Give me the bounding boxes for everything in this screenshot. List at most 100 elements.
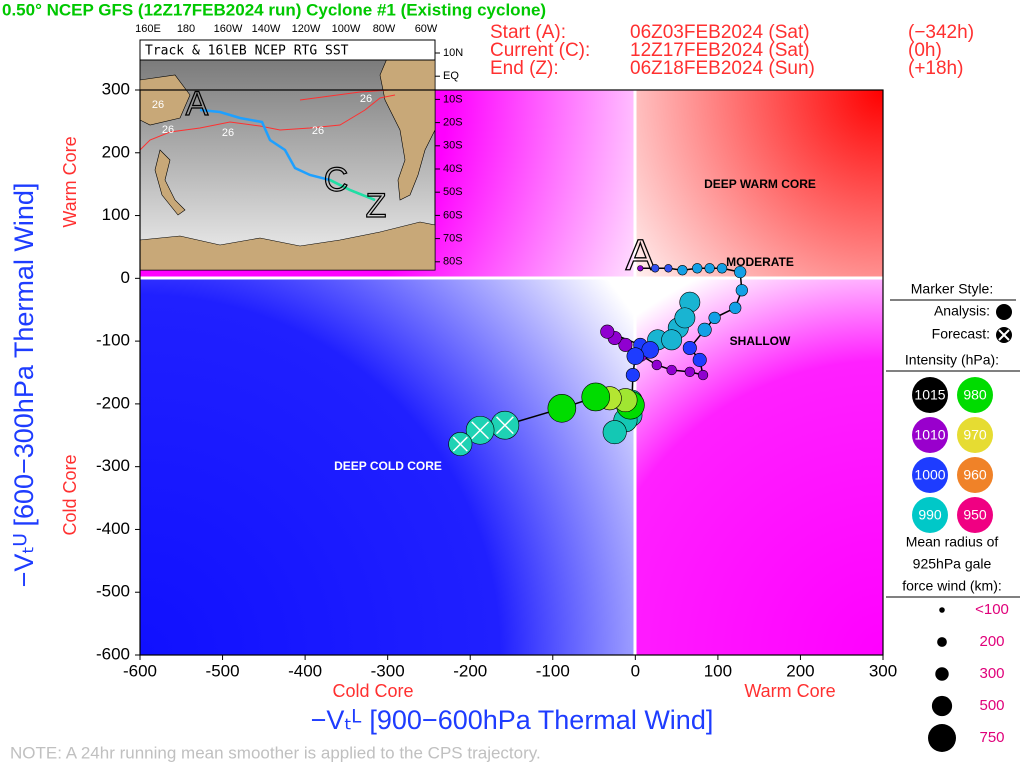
trajectory-point [704, 263, 715, 274]
trajectory-point [735, 284, 748, 297]
region-annotation: DEEP COLD CORE [334, 459, 442, 473]
legend-heading: force wind (km): [902, 578, 1002, 594]
trajectory-point [697, 322, 712, 337]
trajectory-point [600, 324, 615, 339]
trajectory-point [674, 307, 696, 329]
x-tick-label: -600 [123, 661, 157, 680]
size-label: 300 [979, 665, 1004, 682]
trajectory-point [666, 364, 677, 376]
intensity-swatch [957, 457, 993, 493]
plot-area: -600 -500 -400 -300 -200 -100 0 100 200 300 -600 -5… [96, 79, 897, 680]
start-marker: A [626, 231, 656, 280]
x-region-label: Warm Core [744, 681, 835, 701]
intensity-label: 990 [918, 507, 942, 523]
x-tick-label: -500 [206, 661, 240, 680]
intensity-label: 960 [963, 467, 987, 483]
legend-heading: Intensity (hPa): [905, 352, 999, 368]
inset-lat-label: 70S [443, 233, 463, 245]
y-tick-label: 300 [102, 79, 130, 98]
trajectory-point [637, 265, 644, 272]
forecast-cross [471, 421, 490, 440]
intensity-label: 1015 [914, 387, 945, 403]
trajectory-point [684, 366, 695, 378]
intensity-label: 1010 [914, 427, 945, 443]
inset-lon-label: 80W [373, 23, 396, 35]
intensity-swatch [957, 417, 993, 453]
intensity-swatch [912, 497, 948, 533]
x-tick-label: 0 [631, 661, 640, 680]
inset-lon-label: 120W [292, 23, 321, 35]
trajectory-point [650, 264, 660, 273]
inset-lat-label: 50S [443, 186, 463, 198]
x-region-label: Cold Core [332, 681, 413, 701]
chart-title: 0.50° NCEP GFS (12Z17FEB2024 run) Cyclon… [2, 0, 546, 19]
inset-lat-label: 80S [443, 256, 463, 268]
legend-label: Analysis: [934, 303, 990, 319]
trajectory-point [602, 420, 627, 445]
trajectory-point [581, 382, 611, 412]
trajectory-point [692, 352, 707, 367]
size-label: 200 [979, 633, 1004, 650]
inset-lon-label: 180 [177, 23, 195, 35]
trajectory-point [716, 263, 728, 274]
size-swatch [928, 724, 956, 752]
inset-labels: 160E 180 160W 140W 120W 100W 80W 60W 10N EQ 10S 20S… [135, 23, 463, 268]
x-tick-label: 200 [786, 661, 814, 680]
y-axis-title: −Vₜᵁ [600−300hPa Thermal Wind] [9, 183, 39, 588]
x-tick-label: -300 [371, 661, 405, 680]
inset-sst-label: 26 [152, 99, 164, 111]
inset-track-label: C [324, 161, 349, 199]
intensity-label: 980 [963, 387, 987, 403]
y-region-label: Warm Core [60, 136, 80, 227]
x-tick-label: -200 [453, 661, 487, 680]
legend-heading: Marker Style: [911, 281, 993, 297]
inset-sst-label: 26 [360, 93, 372, 105]
inset-map [139, 39, 436, 271]
y-tick-label: -200 [96, 393, 130, 412]
y-tick-label: -300 [96, 456, 130, 475]
trajectory-point [547, 393, 577, 423]
x-tick-label: 300 [869, 661, 897, 680]
inset-lon-label: 140W [252, 23, 281, 35]
inset-lat-label: 10N [443, 47, 463, 59]
trajectory-point [677, 265, 688, 276]
y-tick-label: -600 [96, 644, 130, 663]
inset-lon-label: 60W [415, 23, 438, 35]
plot-frame [139, 89, 884, 656]
run-info-text: 12Z17FEB2024 (Sat) [630, 40, 810, 61]
inset-sst-label: 26 [162, 124, 174, 136]
x-tick-label: -100 [536, 661, 570, 680]
size-label: <100 [975, 601, 1009, 618]
trajectory-point [664, 264, 673, 273]
size-swatch [931, 695, 953, 717]
intensity-swatch [912, 377, 948, 413]
size-swatch [937, 637, 947, 647]
trajectory-point [661, 329, 683, 351]
y-tick-label: -500 [96, 582, 130, 601]
inset-track-label: Z [366, 187, 387, 225]
legend-label: Forecast: [932, 326, 990, 342]
y-tick-label: -400 [96, 519, 130, 538]
intensity-swatch [957, 377, 993, 413]
legend: Marker Style: Analysis: Forecast: Intens… [886, 281, 1020, 752]
intensity-swatch [957, 497, 993, 533]
trajectory-point [692, 263, 703, 274]
y-tick-label: -100 [96, 331, 130, 350]
inset-lat-label: 10S [443, 93, 463, 105]
intensity-label: 1000 [914, 467, 945, 483]
inset-lat-label: 20S [443, 117, 463, 129]
run-info-text: (−342h) [908, 22, 974, 43]
trajectory-point [651, 359, 662, 371]
inset-lat-label: EQ [443, 70, 459, 82]
trajectory-point [697, 369, 709, 381]
inset-lat-label: 60S [443, 209, 463, 221]
forecast-cross [452, 436, 468, 452]
trajectory-point [625, 367, 640, 383]
run-info-text: Start (A): [490, 22, 566, 43]
inset-track-label: A [186, 85, 209, 123]
y-tick-label: 200 [102, 142, 130, 161]
intensity-label: 970 [963, 427, 987, 443]
inset-lon-label: 160E [135, 23, 161, 35]
